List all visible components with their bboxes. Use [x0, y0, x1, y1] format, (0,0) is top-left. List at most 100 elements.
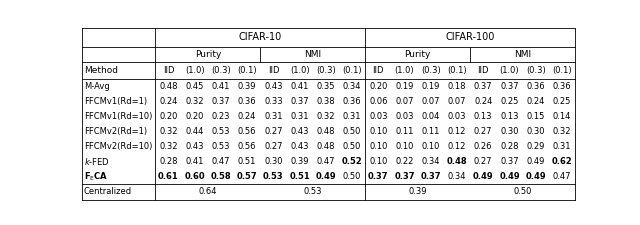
- Text: 0.20: 0.20: [186, 112, 204, 121]
- Text: 0.03: 0.03: [396, 112, 414, 121]
- Text: 0.44: 0.44: [186, 127, 204, 136]
- Text: 0.10: 0.10: [369, 157, 387, 166]
- Text: 0.37: 0.37: [500, 82, 519, 91]
- Text: 0.11: 0.11: [396, 127, 413, 136]
- Text: 0.03: 0.03: [448, 112, 466, 121]
- Text: IID: IID: [163, 66, 174, 75]
- Text: 0.03: 0.03: [369, 112, 388, 121]
- Text: 0.13: 0.13: [474, 112, 492, 121]
- Text: 0.37: 0.37: [291, 97, 309, 106]
- Text: 0.41: 0.41: [212, 82, 230, 91]
- Text: 0.24: 0.24: [238, 112, 257, 121]
- Text: 0.41: 0.41: [291, 82, 309, 91]
- Text: 0.25: 0.25: [553, 97, 571, 106]
- Text: 0.47: 0.47: [553, 172, 571, 181]
- Text: 0.56: 0.56: [238, 142, 257, 151]
- Text: 0.34: 0.34: [422, 157, 440, 166]
- Text: 0.06: 0.06: [369, 97, 388, 106]
- Text: 0.24: 0.24: [474, 97, 492, 106]
- Text: 0.64: 0.64: [198, 187, 217, 196]
- Text: 0.49: 0.49: [473, 172, 493, 181]
- Text: 0.32: 0.32: [159, 127, 178, 136]
- Text: 0.28: 0.28: [500, 142, 518, 151]
- Text: 0.37: 0.37: [500, 157, 519, 166]
- Text: 0.32: 0.32: [553, 127, 571, 136]
- Text: 0.43: 0.43: [264, 82, 283, 91]
- Text: 0.50: 0.50: [513, 187, 532, 196]
- Text: 0.48: 0.48: [159, 82, 178, 91]
- Text: 0.39: 0.39: [291, 157, 309, 166]
- Text: 0.52: 0.52: [342, 157, 362, 166]
- Text: 0.31: 0.31: [553, 142, 571, 151]
- Text: (0.3): (0.3): [526, 66, 545, 75]
- Text: 0.57: 0.57: [237, 172, 257, 181]
- Text: 0.53: 0.53: [212, 127, 230, 136]
- Text: CIFAR-10: CIFAR-10: [239, 32, 282, 42]
- Text: 0.20: 0.20: [159, 112, 178, 121]
- Text: IID: IID: [477, 66, 489, 75]
- Text: 0.32: 0.32: [186, 97, 204, 106]
- Text: 0.32: 0.32: [317, 112, 335, 121]
- Text: 0.34: 0.34: [448, 172, 466, 181]
- Text: 0.37: 0.37: [368, 172, 388, 181]
- Text: 0.48: 0.48: [317, 142, 335, 151]
- Text: 0.61: 0.61: [158, 172, 179, 181]
- Text: 0.48: 0.48: [447, 157, 467, 166]
- Text: FFCMv1(Rd=10): FFCMv1(Rd=10): [84, 112, 152, 121]
- Text: 0.49: 0.49: [316, 172, 336, 181]
- Text: 0.13: 0.13: [500, 112, 518, 121]
- Text: 0.49: 0.49: [527, 157, 545, 166]
- Text: 0.18: 0.18: [448, 82, 466, 91]
- Text: 0.14: 0.14: [553, 112, 571, 121]
- Text: 0.50: 0.50: [343, 172, 361, 181]
- Text: 0.36: 0.36: [343, 97, 362, 106]
- Text: 0.29: 0.29: [527, 142, 545, 151]
- Text: 0.45: 0.45: [186, 82, 204, 91]
- Text: FFCMv2(Rd=10): FFCMv2(Rd=10): [84, 142, 152, 151]
- Text: 0.25: 0.25: [500, 97, 518, 106]
- Text: Centralized: Centralized: [84, 187, 132, 196]
- Text: 0.37: 0.37: [212, 97, 230, 106]
- Text: 0.51: 0.51: [238, 157, 257, 166]
- Text: 0.04: 0.04: [422, 112, 440, 121]
- Text: 0.22: 0.22: [396, 157, 413, 166]
- Text: 0.56: 0.56: [238, 127, 257, 136]
- Text: 0.35: 0.35: [317, 82, 335, 91]
- Text: 0.27: 0.27: [264, 127, 283, 136]
- Text: 0.33: 0.33: [264, 97, 283, 106]
- Text: 0.30: 0.30: [527, 127, 545, 136]
- Text: 0.12: 0.12: [448, 127, 466, 136]
- Text: 0.32: 0.32: [159, 142, 178, 151]
- Text: 0.27: 0.27: [264, 142, 283, 151]
- Text: NMI: NMI: [514, 50, 531, 59]
- Text: 0.23: 0.23: [212, 112, 230, 121]
- Text: 0.10: 0.10: [369, 142, 387, 151]
- Text: 0.43: 0.43: [186, 142, 204, 151]
- Text: 0.51: 0.51: [289, 172, 310, 181]
- Text: 0.10: 0.10: [422, 142, 440, 151]
- Text: 0.38: 0.38: [317, 97, 335, 106]
- Text: FFCMv2(Rd=1): FFCMv2(Rd=1): [84, 127, 147, 136]
- Text: 0.30: 0.30: [500, 127, 518, 136]
- Text: Method: Method: [84, 66, 118, 75]
- Text: (0.1): (0.1): [447, 66, 467, 75]
- Text: (0.3): (0.3): [316, 66, 336, 75]
- Text: (1.0): (1.0): [185, 66, 205, 75]
- Text: 0.07: 0.07: [448, 97, 466, 106]
- Text: 0.12: 0.12: [448, 142, 466, 151]
- Text: 0.53: 0.53: [212, 142, 230, 151]
- Text: 0.62: 0.62: [552, 157, 572, 166]
- Text: IID: IID: [268, 66, 279, 75]
- Text: (0.3): (0.3): [421, 66, 440, 75]
- Text: 0.41: 0.41: [186, 157, 204, 166]
- Text: 0.60: 0.60: [184, 172, 205, 181]
- Text: 0.20: 0.20: [369, 82, 387, 91]
- Text: 0.07: 0.07: [396, 97, 414, 106]
- Text: 0.49: 0.49: [499, 172, 520, 181]
- Text: 0.34: 0.34: [343, 82, 362, 91]
- Text: NMI: NMI: [304, 50, 321, 59]
- Text: 0.53: 0.53: [263, 172, 284, 181]
- Text: 0.37: 0.37: [394, 172, 415, 181]
- Text: FFCMv1(Rd=1): FFCMv1(Rd=1): [84, 97, 147, 106]
- Text: 0.37: 0.37: [474, 82, 493, 91]
